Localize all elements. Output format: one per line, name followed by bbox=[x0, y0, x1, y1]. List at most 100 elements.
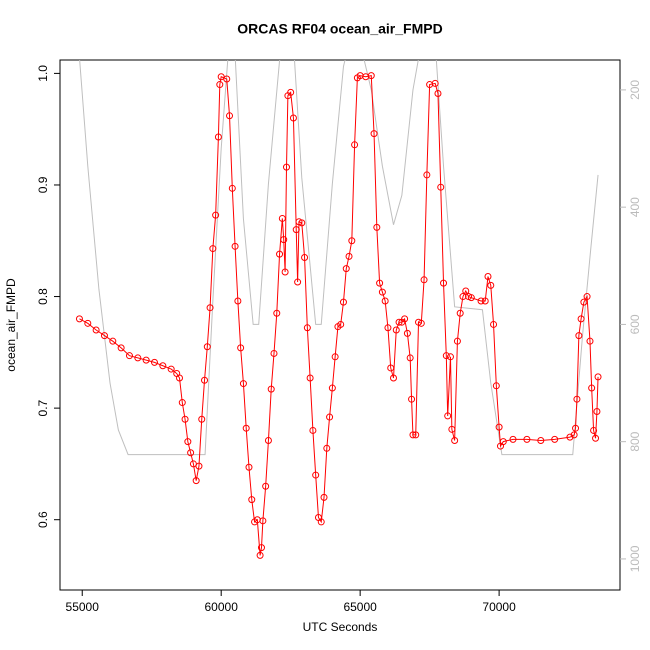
y-tick-label: 0.9 bbox=[36, 176, 50, 193]
data-point bbox=[125, 352, 133, 360]
data-point bbox=[248, 496, 256, 504]
data-point bbox=[109, 337, 117, 345]
data-point bbox=[509, 435, 517, 443]
data-point bbox=[328, 384, 336, 392]
y2-tick-label: 1000 bbox=[628, 545, 642, 572]
data-point bbox=[573, 395, 581, 403]
data-point bbox=[267, 385, 275, 393]
data-point bbox=[572, 424, 580, 432]
data-point bbox=[387, 364, 395, 372]
data-point bbox=[376, 279, 384, 287]
data-point bbox=[462, 287, 470, 295]
plot-area bbox=[75, 60, 602, 559]
y-tick-label: 0.6 bbox=[36, 511, 50, 528]
data-point bbox=[492, 382, 500, 390]
data-point bbox=[287, 88, 295, 96]
data-point bbox=[401, 315, 409, 323]
data-point bbox=[351, 141, 359, 149]
data-point bbox=[392, 326, 400, 334]
data-point bbox=[117, 344, 125, 352]
data-point bbox=[588, 384, 596, 392]
data-point bbox=[237, 344, 245, 352]
data-point bbox=[278, 214, 286, 222]
data-point bbox=[150, 358, 158, 366]
data-point bbox=[84, 319, 92, 327]
data-point bbox=[499, 438, 507, 446]
data-point bbox=[306, 374, 314, 382]
data-line bbox=[79, 75, 599, 556]
data-point bbox=[575, 332, 583, 340]
data-point bbox=[280, 236, 288, 244]
data-point bbox=[283, 163, 291, 171]
data-point bbox=[216, 81, 224, 89]
data-point bbox=[326, 413, 334, 421]
y2-tick-label: 600 bbox=[628, 314, 642, 334]
data-point bbox=[537, 436, 545, 444]
data-point bbox=[264, 436, 272, 444]
data-point bbox=[234, 297, 242, 305]
data-point bbox=[590, 426, 598, 434]
data-point bbox=[259, 517, 267, 525]
data-point bbox=[256, 551, 264, 559]
x-tick-label: 70000 bbox=[482, 600, 516, 614]
chart-title: ORCAS RF04 ocean_air_FMPD bbox=[237, 21, 442, 37]
data-point bbox=[209, 245, 217, 253]
x-tick-label: 60000 bbox=[205, 600, 239, 614]
data-point bbox=[408, 395, 416, 403]
data-point bbox=[481, 297, 489, 305]
data-point bbox=[331, 353, 339, 361]
data-point bbox=[490, 320, 498, 328]
data-point bbox=[406, 354, 414, 362]
data-point bbox=[389, 374, 397, 382]
data-point bbox=[551, 435, 559, 443]
data-point bbox=[184, 438, 192, 446]
data-point bbox=[348, 237, 356, 245]
data-point bbox=[442, 352, 450, 360]
data-point bbox=[423, 171, 431, 179]
data-point bbox=[373, 223, 381, 231]
data-point bbox=[92, 326, 100, 334]
data-point bbox=[434, 89, 442, 97]
data-point bbox=[370, 130, 378, 138]
data-point bbox=[198, 415, 206, 423]
data-point bbox=[273, 309, 281, 317]
data-point bbox=[294, 278, 302, 286]
data-point bbox=[320, 493, 328, 501]
data-point bbox=[298, 219, 306, 227]
data-point bbox=[593, 407, 601, 415]
data-point bbox=[495, 423, 503, 431]
data-point bbox=[270, 349, 278, 357]
data-point bbox=[100, 332, 108, 340]
y-tick-label: 0.8 bbox=[36, 288, 50, 305]
data-point bbox=[378, 288, 386, 296]
data-point bbox=[577, 315, 585, 323]
data-point bbox=[451, 436, 459, 444]
data-point bbox=[309, 426, 317, 434]
data-point bbox=[456, 309, 464, 317]
data-point bbox=[292, 226, 300, 234]
data-point bbox=[159, 362, 167, 370]
plot-box bbox=[59, 59, 621, 591]
y-axis-label: ocean_air_FMPD bbox=[4, 278, 18, 372]
data-point bbox=[583, 293, 591, 301]
y-tick-label: 0.7 bbox=[36, 399, 50, 416]
data-point bbox=[262, 482, 270, 490]
data-point bbox=[245, 463, 253, 471]
y-tick-label: 1.0 bbox=[36, 65, 50, 82]
data-point bbox=[586, 337, 594, 345]
data-point bbox=[303, 324, 311, 332]
data-point bbox=[566, 433, 574, 441]
data-point bbox=[339, 298, 347, 306]
data-point bbox=[403, 329, 411, 337]
data-point bbox=[453, 337, 461, 345]
data-point bbox=[384, 324, 392, 332]
data-point bbox=[75, 315, 83, 323]
data-point bbox=[467, 294, 475, 302]
data-point bbox=[242, 424, 250, 432]
data-point bbox=[192, 477, 200, 485]
data-point bbox=[228, 184, 236, 192]
data-point bbox=[212, 211, 220, 219]
data-point bbox=[181, 415, 189, 423]
